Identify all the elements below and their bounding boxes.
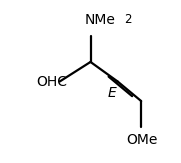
Text: OMe: OMe — [127, 133, 158, 147]
Text: 2: 2 — [124, 13, 131, 26]
Text: NMe: NMe — [85, 13, 116, 27]
Text: E: E — [108, 86, 117, 100]
Text: OHC: OHC — [36, 74, 67, 89]
